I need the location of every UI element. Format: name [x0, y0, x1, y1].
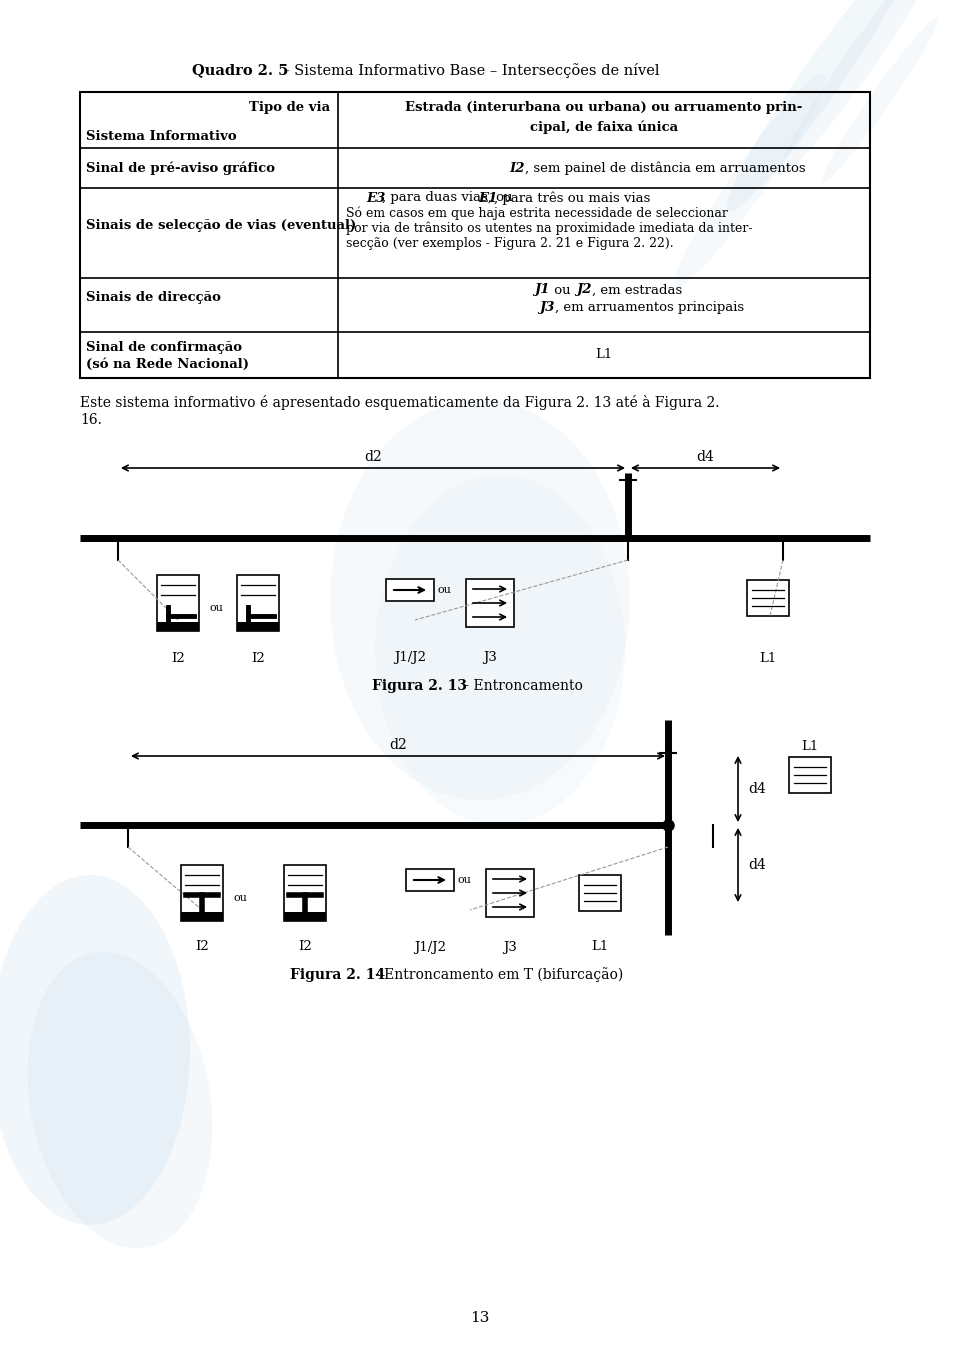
Text: - Sistema Informativo Base – Intersecções de nível: - Sistema Informativo Base – Intersecçõe… — [280, 62, 660, 77]
Text: ou: ou — [550, 284, 575, 296]
Text: L1: L1 — [759, 652, 777, 664]
Ellipse shape — [330, 401, 630, 800]
Text: secção (ver exemplos - Figura 2. 21 e Figura 2. 22).: secção (ver exemplos - Figura 2. 21 e Fi… — [346, 236, 674, 250]
Text: J1/J2: J1/J2 — [414, 941, 446, 953]
Bar — [181, 865, 223, 921]
Text: J3: J3 — [503, 941, 516, 953]
Text: J1/J2: J1/J2 — [394, 652, 426, 664]
Text: Só em casos em que haja estrita necessidade de seleccionar: Só em casos em que haja estrita necessid… — [346, 206, 728, 220]
Bar — [181, 913, 223, 921]
Text: d4: d4 — [748, 782, 766, 796]
Text: - Entroncamento em T (bifurcação): - Entroncamento em T (bifurcação) — [375, 967, 623, 982]
Text: Figura 2. 13: Figura 2. 13 — [372, 679, 467, 693]
Text: , sem painel de distância em arruamentos: , sem painel de distância em arruamentos — [525, 162, 805, 175]
Ellipse shape — [779, 0, 941, 175]
Bar — [284, 913, 326, 921]
Bar — [486, 869, 534, 917]
Text: 16.: 16. — [80, 413, 102, 426]
Ellipse shape — [822, 18, 938, 182]
Text: d2: d2 — [389, 737, 407, 752]
Text: d4: d4 — [697, 449, 714, 464]
Text: , em estradas: , em estradas — [592, 284, 683, 296]
Text: ou: ou — [210, 603, 224, 612]
Bar — [579, 875, 621, 911]
Text: I2: I2 — [195, 941, 209, 953]
Bar — [237, 622, 279, 631]
Text: d4: d4 — [748, 858, 766, 872]
Ellipse shape — [0, 875, 190, 1225]
Ellipse shape — [727, 0, 913, 212]
Text: Sistema Informativo: Sistema Informativo — [86, 130, 236, 144]
Text: J3: J3 — [539, 301, 555, 315]
Text: Sinais de selecção de vias (eventual): Sinais de selecção de vias (eventual) — [86, 219, 356, 231]
Bar — [386, 579, 434, 602]
Bar — [466, 579, 514, 627]
Text: ou: ou — [437, 585, 451, 595]
Text: 13: 13 — [470, 1310, 490, 1325]
Text: Sinais de direcção: Sinais de direcção — [86, 292, 221, 304]
Text: (só na Rede Nacional): (só na Rede Nacional) — [86, 357, 249, 371]
Text: Sinal de pré-aviso gráfico: Sinal de pré-aviso gráfico — [86, 162, 275, 175]
Text: L1: L1 — [595, 349, 612, 361]
Bar — [237, 574, 279, 631]
Text: I2: I2 — [299, 941, 312, 953]
Text: J2: J2 — [576, 284, 591, 296]
Text: Estrada (interurbana ou urbana) ou arruamento prin-: Estrada (interurbana ou urbana) ou arrua… — [405, 102, 803, 114]
Text: , em arruamentos principais: , em arruamentos principais — [555, 301, 744, 315]
Bar — [157, 574, 199, 631]
Bar — [789, 756, 831, 793]
Text: I2: I2 — [171, 652, 185, 664]
Text: d2: d2 — [364, 449, 382, 464]
Text: - Entroncamento: - Entroncamento — [460, 679, 583, 693]
Text: L1: L1 — [802, 740, 819, 754]
Text: ou: ou — [457, 875, 470, 885]
Text: Figura 2. 14: Figura 2. 14 — [290, 968, 385, 982]
Text: , para três ou mais vias: , para três ou mais vias — [494, 191, 650, 205]
Text: J1: J1 — [534, 284, 549, 296]
Text: , para duas vias, ou: , para duas vias, ou — [382, 191, 516, 205]
Text: L1: L1 — [591, 941, 609, 953]
Bar — [406, 869, 454, 891]
Text: I2: I2 — [509, 162, 524, 174]
Ellipse shape — [375, 475, 625, 826]
Text: cipal, de faixa única: cipal, de faixa única — [530, 121, 678, 133]
Text: por via de trânsito os utentes na proximidade imediata da inter-: por via de trânsito os utentes na proxim… — [346, 221, 753, 235]
Text: Tipo de via: Tipo de via — [249, 102, 330, 114]
Text: Sinal de confirmação: Sinal de confirmação — [86, 341, 242, 353]
Bar — [284, 865, 326, 921]
Text: E3: E3 — [366, 191, 385, 205]
Bar — [157, 622, 199, 631]
Ellipse shape — [28, 952, 212, 1248]
Text: Quadro 2. 5: Quadro 2. 5 — [192, 62, 288, 77]
Text: I2: I2 — [252, 652, 265, 664]
Text: ou: ou — [233, 894, 247, 903]
Text: J3: J3 — [483, 652, 497, 664]
Text: Este sistema informativo é apresentado esquematicamente da Figura 2. 13 até à Fi: Este sistema informativo é apresentado e… — [80, 395, 719, 410]
Bar — [747, 580, 789, 617]
Ellipse shape — [674, 73, 826, 287]
Text: E1: E1 — [478, 191, 497, 205]
